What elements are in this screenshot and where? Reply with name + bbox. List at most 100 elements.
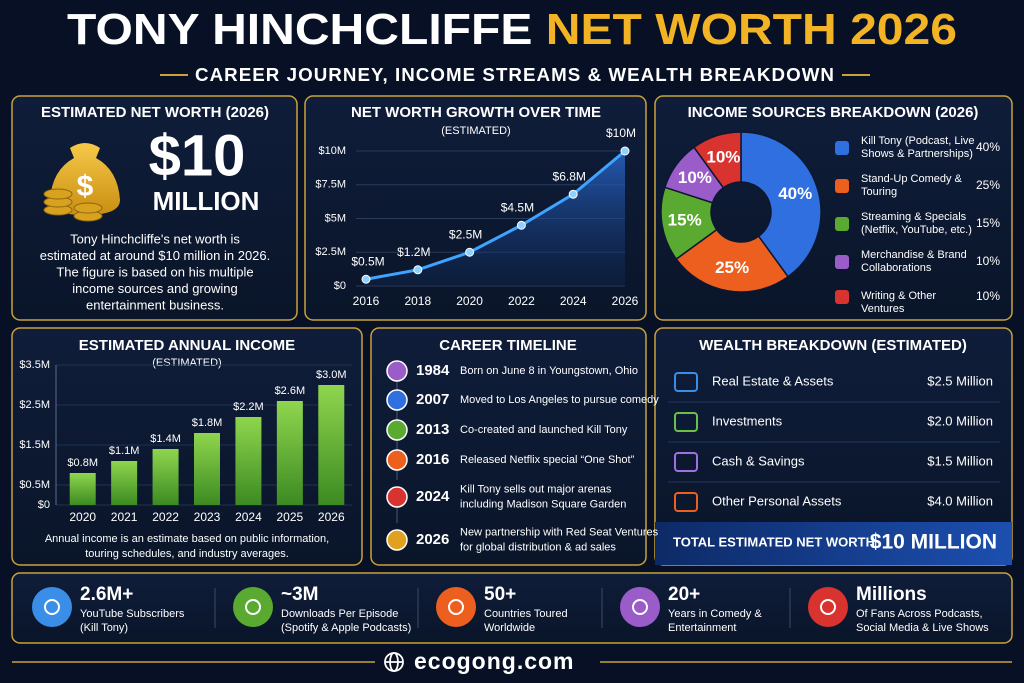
wealth-label: Other Personal Assets xyxy=(712,493,842,508)
stat-icon-glyph xyxy=(632,599,648,615)
value-label: $1.2M xyxy=(397,245,430,259)
panel-subtitle: (ESTIMATED) xyxy=(152,357,221,369)
legend-icon xyxy=(835,179,849,193)
slice-label: 15% xyxy=(668,210,702,229)
value-label: $3.0M xyxy=(316,369,347,381)
description-line: Tony Hinchcliffe's net worth is xyxy=(70,231,240,246)
money-bag-icon: $ xyxy=(43,143,120,222)
timeline-icon xyxy=(386,486,408,508)
stat-label: Years in Comedy & xyxy=(668,608,762,620)
x-tick-label: 2021 xyxy=(111,510,138,524)
point xyxy=(413,265,423,275)
legend-entry: Stand-Up Comedy & Touring xyxy=(861,173,962,198)
timeline-icon xyxy=(386,389,408,411)
value-label: $0.5M xyxy=(351,254,384,268)
stat-icon xyxy=(436,587,476,627)
point xyxy=(568,189,578,199)
timeline-year: 2016 xyxy=(416,451,449,468)
value-label: $2.5M xyxy=(449,227,482,241)
line xyxy=(365,149,626,281)
panel-title: WEALTH BREAKDOWN (ESTIMATED) xyxy=(699,337,967,354)
timeline-year: 2024 xyxy=(416,488,450,505)
timeline-text: New partnership with Red Seat Ventures xyxy=(460,526,659,538)
stat-icon-glyph xyxy=(820,599,836,615)
y-tick-label: $0.5M xyxy=(19,479,50,491)
area xyxy=(366,151,625,286)
legend-icon xyxy=(835,217,849,231)
subtitle: CAREER JOURNEY, INCOME STREAMS & WEALTH … xyxy=(195,65,835,85)
stat-value: Millions xyxy=(856,584,927,605)
timeline-text: Kill Tony sells out major arenas xyxy=(460,483,612,495)
y-tick-label: $0 xyxy=(38,499,50,511)
x-tick-label: 2024 xyxy=(560,294,587,308)
stat-value: 20+ xyxy=(668,584,700,605)
net-worth-unit: MILLION xyxy=(153,186,260,216)
description-line: estimated at around $10 million in 2026. xyxy=(40,248,271,263)
legend-entry: Merchandise & Brand Collaborations xyxy=(861,249,967,274)
stat-icon xyxy=(32,587,72,627)
description-line: entertainment business. xyxy=(86,297,224,312)
wealth-label: Real Estate & Assets xyxy=(712,373,834,388)
x-tick-label: 2016 xyxy=(353,294,380,308)
value-label: $10M xyxy=(606,126,636,140)
note: touring schedules, and industry averages… xyxy=(85,548,289,560)
value-label: $0.8M xyxy=(67,457,98,469)
panel-title: ESTIMATED NET WORTH (2026) xyxy=(41,104,269,121)
panel-subtitle: (ESTIMATED) xyxy=(441,125,510,137)
point xyxy=(361,274,371,284)
title-name: TONY HINCHCLIFFE xyxy=(67,5,532,54)
stat-value: 2.6M+ xyxy=(80,584,133,605)
pie-slice xyxy=(740,131,822,278)
stat-label: Social Media & Live Shows xyxy=(856,622,989,634)
total-label: TOTAL ESTIMATED NET WORTH xyxy=(673,534,875,549)
stat-value: 50+ xyxy=(484,584,516,605)
timeline-text: Born on June 8 in Youngstown, Ohio xyxy=(460,365,638,377)
y-tick-label: $1.5M xyxy=(19,439,50,451)
description-line: The figure is based on his multiple xyxy=(56,264,253,279)
value-label: $1.1M xyxy=(109,445,140,457)
bar xyxy=(276,401,303,505)
timeline-icon xyxy=(386,419,408,441)
stat-label: (Kill Tony) xyxy=(80,622,128,634)
x-tick-label: 2018 xyxy=(404,294,431,308)
bar xyxy=(235,417,262,505)
value-label: $2.2M xyxy=(233,401,264,413)
page-title: TONY HINCHCLIFFE NET WORTH 2026 xyxy=(67,5,957,54)
stat-label: (Spotify & Apple Podcasts) xyxy=(281,622,411,634)
note: Annual income is an estimate based on pu… xyxy=(45,533,329,545)
x-tick-label: 2023 xyxy=(194,510,221,524)
stat-icon-glyph xyxy=(44,599,60,615)
timeline-year: 2007 xyxy=(416,391,449,408)
svg-text:$: $ xyxy=(77,170,94,203)
stat-label: Worldwide xyxy=(484,622,535,634)
slice-label: 40% xyxy=(778,184,812,203)
bar xyxy=(318,385,345,505)
pie-slice xyxy=(692,131,742,189)
timeline-text: including Madison Square Garden xyxy=(460,498,626,510)
point xyxy=(620,146,630,156)
wealth-icon xyxy=(674,372,698,392)
y-tick-label: $7.5M xyxy=(315,179,346,191)
footer-site: ecogong.com xyxy=(414,648,575,674)
bar xyxy=(194,433,220,505)
globe-icon xyxy=(384,652,404,672)
point xyxy=(516,220,526,230)
timeline-icon xyxy=(386,449,408,471)
x-tick-label: 2020 xyxy=(456,294,483,308)
legend-entry: Writing & Other Ventures xyxy=(861,290,936,315)
value-label: $4.5M xyxy=(501,200,534,214)
y-tick-label: $0 xyxy=(334,280,346,292)
wealth-amount: $2.0 Million xyxy=(927,413,993,428)
stat-icon xyxy=(233,587,273,627)
x-tick-label: 2026 xyxy=(318,510,345,524)
timeline-year: 1984 xyxy=(416,362,450,379)
stat-icon-glyph xyxy=(448,599,464,615)
value-label: $2.6M xyxy=(275,385,306,397)
timeline-text: Co-created and launched Kill Tony xyxy=(460,424,628,436)
wealth-label: Investments xyxy=(712,413,783,428)
panel xyxy=(11,327,363,566)
stat-icon-glyph xyxy=(245,599,261,615)
stat-label: Downloads Per Episode xyxy=(281,608,398,620)
wealth-icon xyxy=(674,452,698,472)
